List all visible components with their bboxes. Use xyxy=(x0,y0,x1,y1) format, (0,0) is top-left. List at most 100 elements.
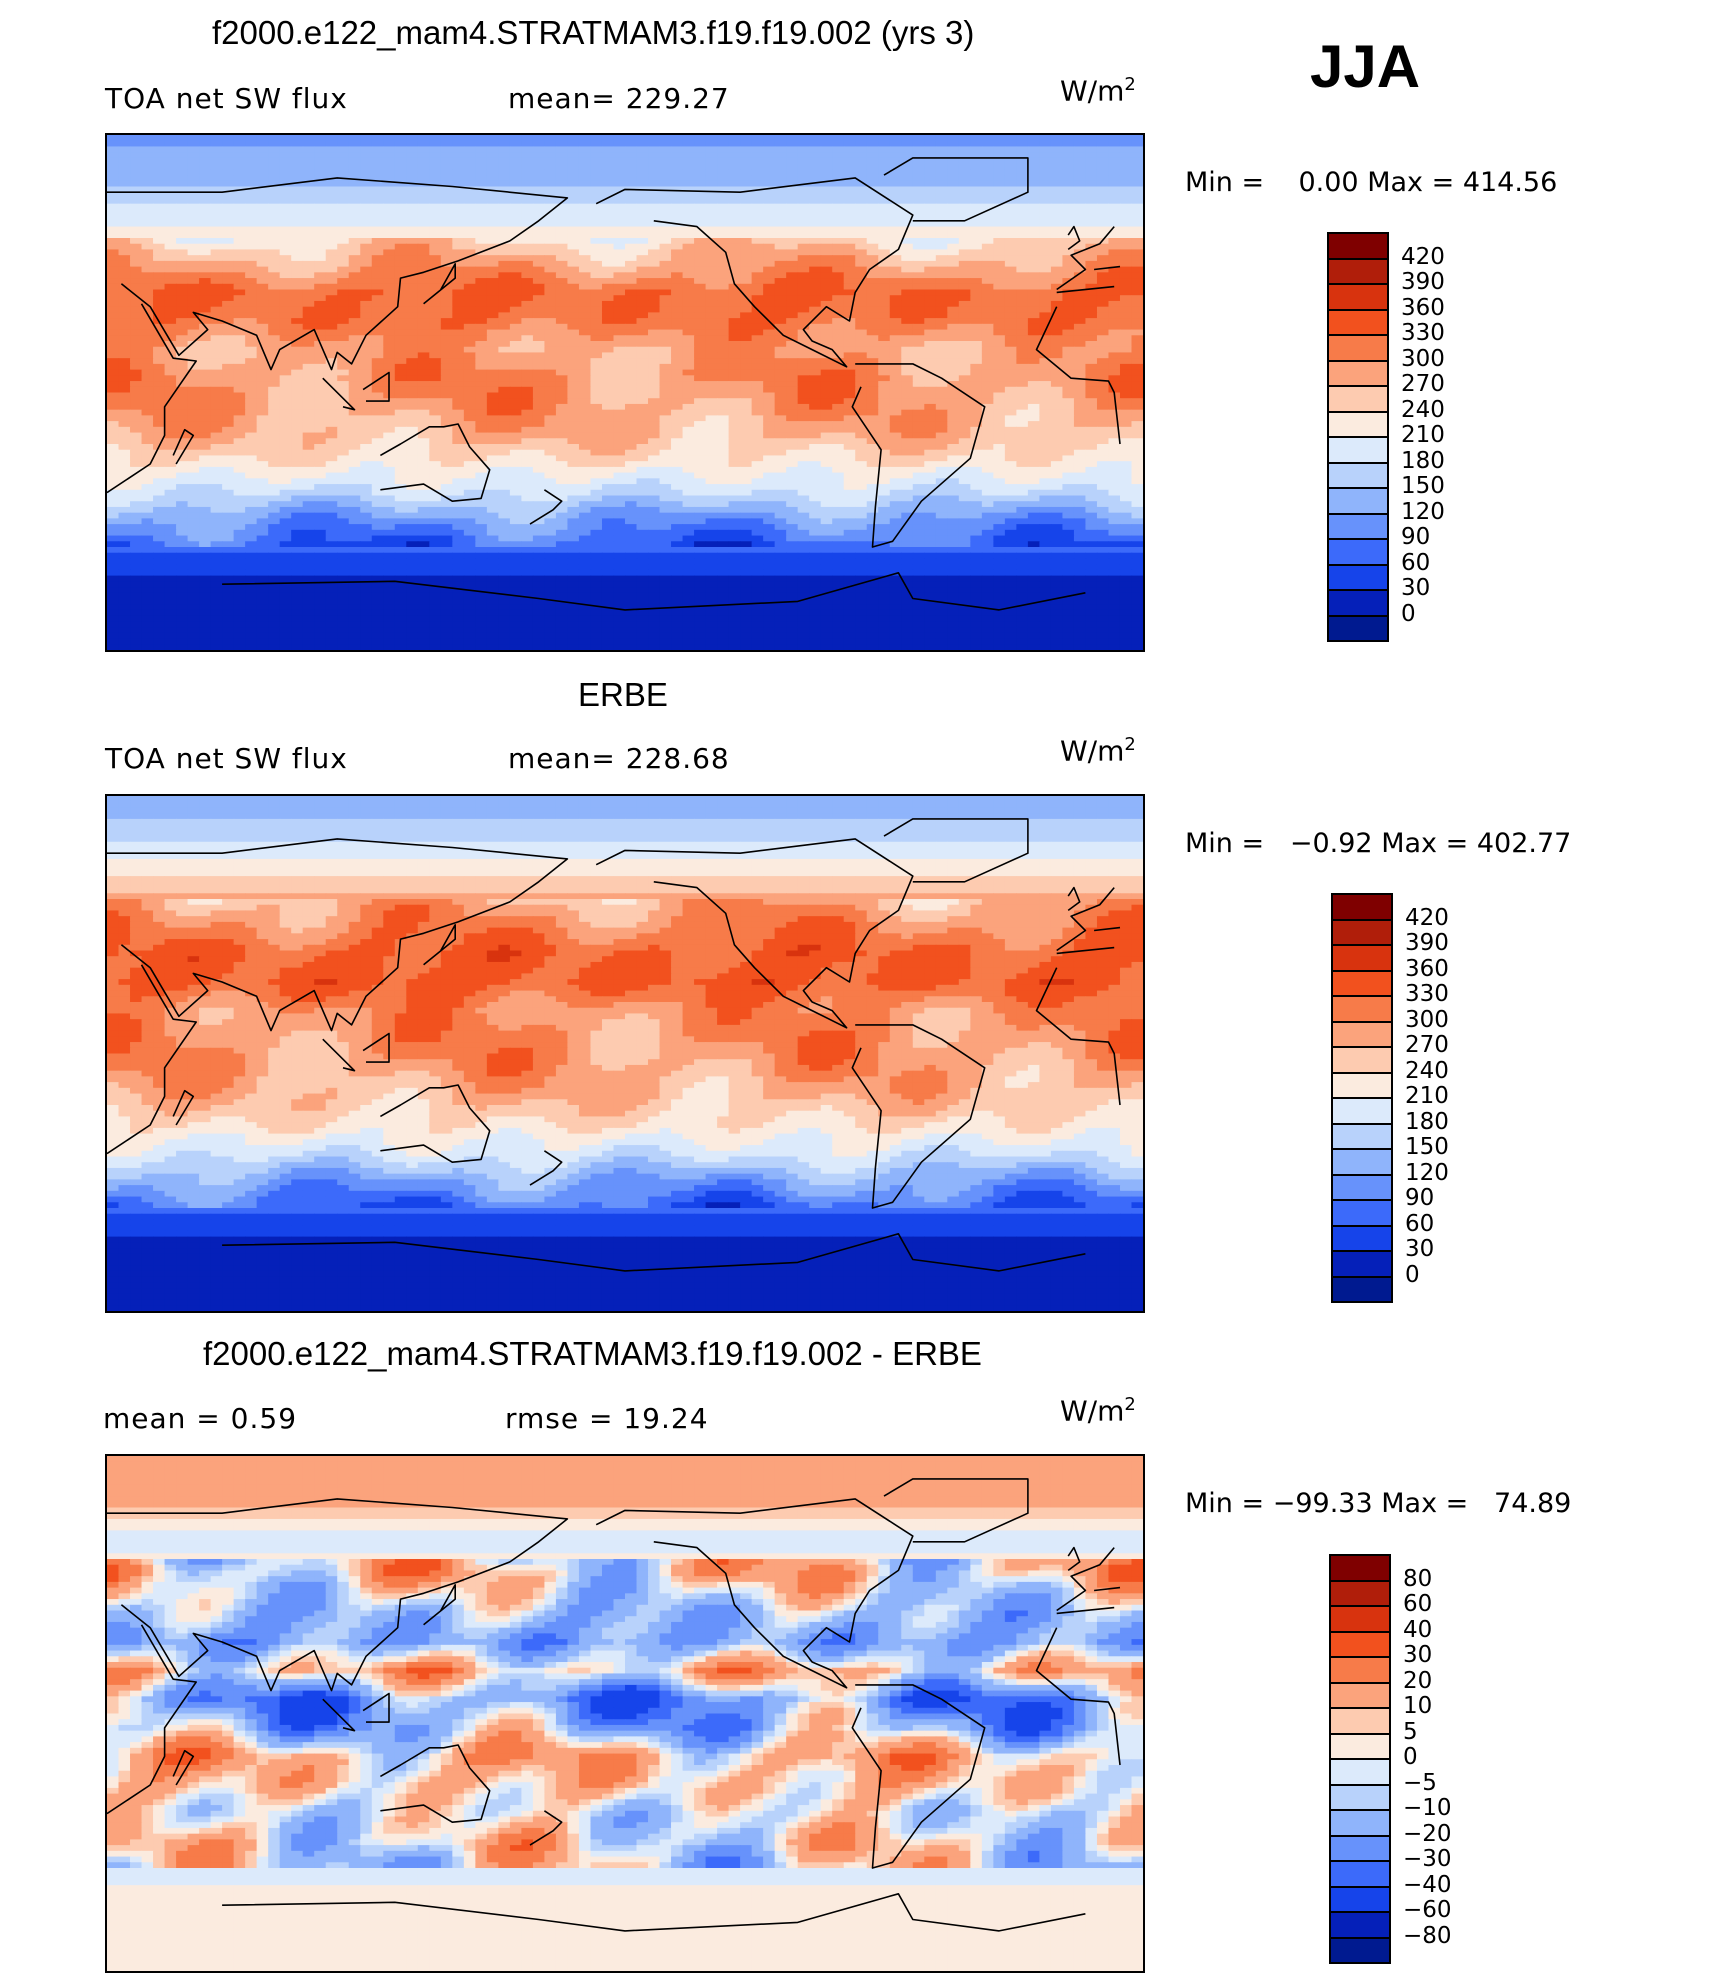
field-cell xyxy=(636,272,649,279)
field-cell xyxy=(141,283,154,291)
field-cell xyxy=(475,289,488,296)
field-cell xyxy=(912,157,925,165)
field-cell xyxy=(786,306,799,313)
field-cell xyxy=(130,220,143,228)
field-cell xyxy=(337,346,350,354)
field-cell xyxy=(671,369,684,376)
field-cell xyxy=(809,318,822,325)
field-cell xyxy=(912,295,925,302)
field-cell xyxy=(118,260,131,268)
field-cell xyxy=(210,283,223,291)
field-cell xyxy=(993,243,1006,251)
field-cell xyxy=(774,398,787,405)
field-cell xyxy=(1119,260,1133,268)
field-cell xyxy=(291,323,304,331)
field-cell xyxy=(1085,432,1098,439)
field-cell xyxy=(302,203,315,210)
field-cell xyxy=(245,398,258,405)
field-cell xyxy=(325,358,338,365)
field-cell xyxy=(210,306,223,313)
field-cell xyxy=(682,352,695,359)
field-cell xyxy=(682,152,695,159)
field-cell xyxy=(383,266,396,273)
field-cell xyxy=(636,415,649,422)
field-cell xyxy=(1050,249,1064,256)
field-cell xyxy=(291,392,304,399)
field-cell xyxy=(544,318,557,325)
field-cell xyxy=(993,135,1006,142)
field-cell xyxy=(268,146,281,153)
field-cell xyxy=(371,203,384,210)
field-cell xyxy=(233,175,246,182)
field-cell xyxy=(429,375,442,382)
field-cell xyxy=(705,278,718,285)
field-cell xyxy=(809,289,822,296)
field-cell xyxy=(130,375,143,382)
field-cell xyxy=(728,318,741,325)
field-cell xyxy=(348,381,361,388)
field-cell xyxy=(233,346,246,354)
field-cell xyxy=(1039,278,1052,285)
field-cell xyxy=(958,175,971,182)
field-cell xyxy=(268,369,281,376)
field-cell xyxy=(671,175,684,182)
field-cell xyxy=(786,335,799,342)
field-cell xyxy=(1108,180,1121,188)
field-cell xyxy=(763,203,776,210)
field-cell xyxy=(809,226,822,233)
field-cell xyxy=(809,152,822,159)
field-cell xyxy=(107,369,120,376)
field-cell xyxy=(636,398,649,405)
field-cell xyxy=(222,449,235,457)
field-cell xyxy=(509,152,522,159)
field-cell xyxy=(671,157,684,165)
field-cell xyxy=(659,180,672,188)
field-cell xyxy=(636,215,649,222)
field-cell xyxy=(889,186,902,193)
field-cell xyxy=(947,295,960,302)
panel1-mean-label: mean= 229.27 xyxy=(508,82,730,115)
field-cell xyxy=(429,346,442,354)
field-cell xyxy=(360,140,373,148)
field-cell xyxy=(728,180,741,188)
field-cell xyxy=(601,415,615,422)
field-cell xyxy=(1108,226,1121,233)
field-cell xyxy=(1039,249,1052,256)
field-cell xyxy=(935,289,948,296)
field-cell xyxy=(947,243,960,251)
field-cell xyxy=(417,358,430,365)
field-cell xyxy=(291,335,304,342)
field-cell xyxy=(970,426,983,434)
field-cell xyxy=(947,249,960,256)
field-cell xyxy=(751,289,764,296)
field-cell xyxy=(130,329,143,336)
field-cell xyxy=(763,409,776,416)
field-cell xyxy=(1050,335,1064,342)
field-cell xyxy=(394,409,407,416)
field-cell xyxy=(578,335,592,342)
field-cell xyxy=(567,426,580,434)
field-cell xyxy=(648,421,661,428)
field-cell xyxy=(797,243,810,251)
field-cell xyxy=(797,238,810,245)
field-cell xyxy=(394,386,407,394)
field-cell xyxy=(797,146,810,153)
field-cell xyxy=(302,169,315,176)
field-cell xyxy=(1096,266,1110,273)
field-cell xyxy=(118,318,131,325)
field-cell xyxy=(164,283,177,291)
field-cell xyxy=(141,289,154,296)
field-cell xyxy=(1027,220,1040,228)
field-cell xyxy=(648,415,661,422)
field-cell xyxy=(463,243,476,251)
field-cell xyxy=(866,403,879,411)
field-cell xyxy=(130,152,143,159)
field-cell xyxy=(648,197,661,205)
field-cell xyxy=(889,203,902,210)
field-cell xyxy=(912,426,925,434)
field-cell xyxy=(855,152,868,159)
field-cell xyxy=(302,238,315,245)
field-cell xyxy=(935,163,948,170)
field-cell xyxy=(981,318,994,325)
field-cell xyxy=(509,272,522,279)
